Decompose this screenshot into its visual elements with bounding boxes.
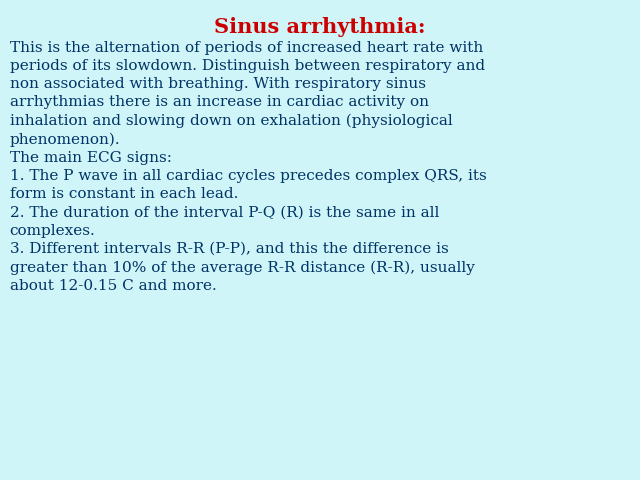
Text: This is the alternation of periods of increased heart rate with
periods of its s: This is the alternation of periods of in… xyxy=(10,41,486,293)
Text: Sinus arrhythmia:: Sinus arrhythmia: xyxy=(214,17,426,37)
